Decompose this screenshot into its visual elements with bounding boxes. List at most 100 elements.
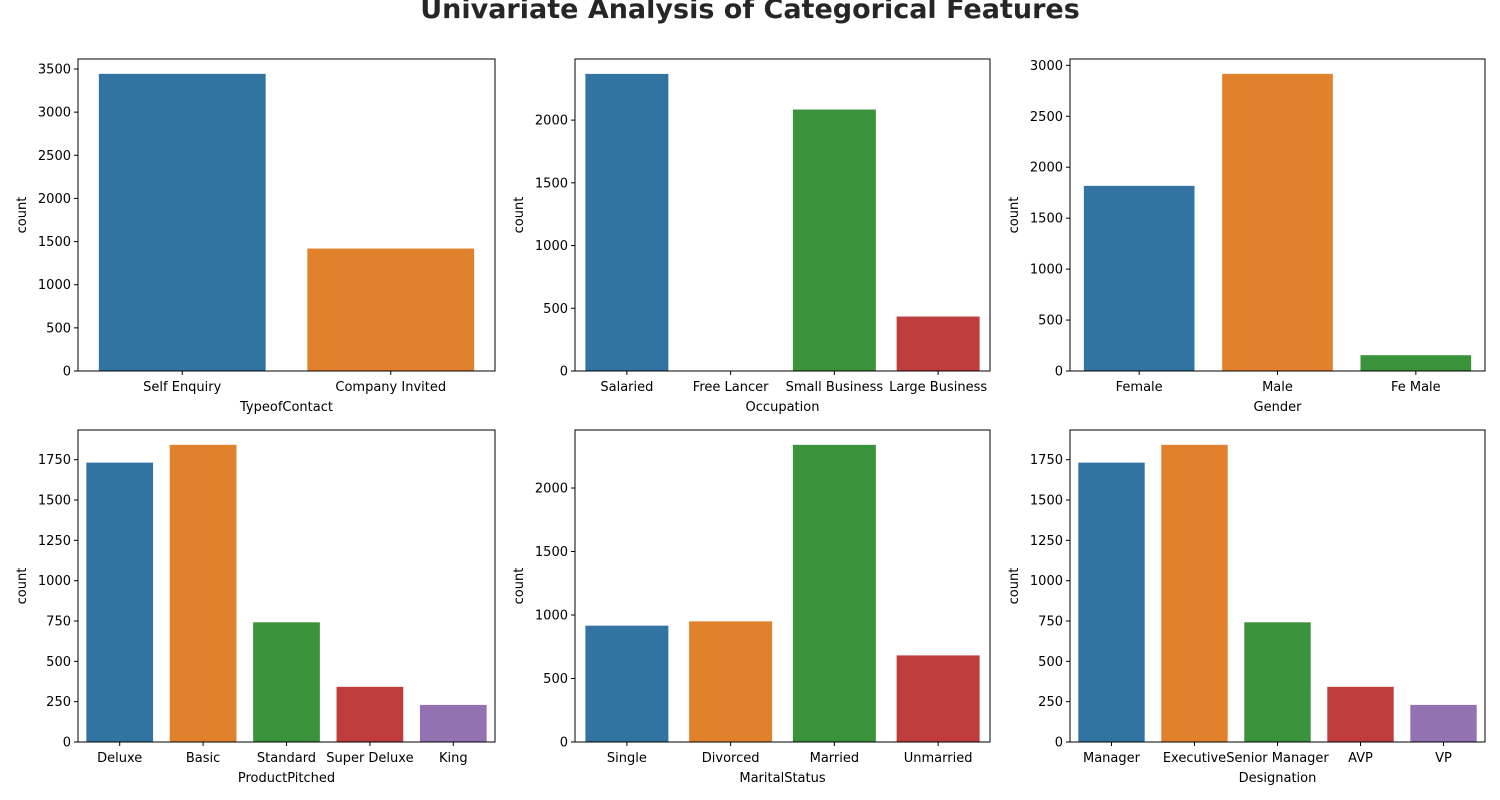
subplot-gender: 0 500 1000 1500 2000 2500 3000 Female Male Fe Mal… [1007,58,1486,415]
bar-super-deluxe [336,686,404,742]
y-tick-label: 2000 [38,192,71,207]
x-axis-label: Occupation [746,400,820,415]
y-tick-label: 1000 [535,239,568,254]
x-tick-label: VP [1435,751,1452,766]
y-tick-label: 0 [63,365,71,380]
y-axis-label: count [15,568,30,605]
y-tick-label: 1000 [38,278,71,293]
bar-single [585,625,669,742]
bar-vp [1410,704,1477,742]
y-tick-label: 250 [46,695,71,710]
subplot-occupation: 0 500 1000 1500 2000 Salaried Free Lancer Small… [512,58,991,415]
y-tick-label: 1500 [535,545,568,560]
x-tick-label: Manager [1083,751,1141,766]
bar-salaried [585,73,669,371]
bar-male [1222,73,1333,371]
y-tick-label: 1000 [38,574,71,589]
y-tick-label: 1500 [38,494,71,509]
x-tick-label: Small Business [786,380,884,395]
bar-king [419,704,487,742]
bar-large-business [896,316,980,371]
x-tick-label: Deluxe [97,751,142,766]
bar-company-invited [307,248,475,371]
x-tick-label: Self Enquiry [143,380,221,395]
y-tick-label: 3000 [1030,59,1063,74]
y-axis-label: count [15,197,30,234]
x-axis-label: Designation [1239,771,1317,786]
y-axis-label: count [512,197,527,234]
subplot-maritalstatus: 0 500 1000 1500 2000 Single Divorced Married Unm… [512,429,991,786]
y-tick-label: 500 [46,321,71,336]
y-tick-label: 2000 [535,482,568,497]
y-tick-label: 1500 [1030,212,1063,227]
y-tick-label: 1000 [535,609,568,624]
y-tick-label: 1500 [1030,494,1063,509]
bar-executive [1161,444,1228,742]
y-tick-label: 500 [543,672,568,687]
y-tick-label: 500 [1038,314,1063,329]
x-axis-label: MaritalStatus [739,771,825,786]
bar-basic [169,444,237,742]
bar-fe-male [1360,355,1472,371]
figure-title: Univariate Analysis of Categorical Featu… [420,0,1080,25]
y-tick-label: 1250 [38,534,71,549]
y-tick-label: 1500 [38,235,71,250]
subplot-designation: 0 250 500 750 1000 1250 1500 1750 Manager Executi… [1007,429,1486,786]
x-tick-label: Free Lancer [693,380,769,395]
bar-senior-manager [1244,622,1311,742]
x-tick-label: Unmarried [904,751,973,766]
y-tick-label: 1000 [1030,263,1063,278]
bar-standard [253,622,320,742]
bar-divorced [689,621,773,742]
bar-avp [1327,686,1394,742]
y-tick-label: 0 [560,365,568,380]
y-axis-label: count [1007,568,1022,605]
bar-manager [1078,462,1145,742]
y-tick-label: 750 [46,615,71,630]
y-tick-label: 0 [1055,736,1063,751]
subplot-typeofcontact: 0 500 1000 1500 2000 2500 3000 3500 Self Enquiry… [15,58,496,415]
x-tick-label: Senior Manager [1226,751,1329,766]
y-tick-label: 3000 [38,106,71,121]
y-axis-label: count [1007,197,1022,234]
y-tick-label: 2500 [1030,110,1063,125]
x-tick-label: Divorced [702,751,760,766]
x-tick-label: Super Deluxe [326,751,413,766]
x-tick-label: Large Business [889,380,987,395]
y-tick-label: 500 [46,655,71,670]
y-tick-label: 500 [1038,655,1063,670]
y-tick-label: 2000 [1030,161,1063,176]
y-tick-label: 1250 [1030,534,1063,549]
y-tick-label: 2500 [38,149,71,164]
y-tick-label: 250 [1038,695,1063,710]
x-tick-label: Fe Male [1391,380,1441,395]
y-tick-label: 0 [1055,365,1063,380]
x-tick-label: Executive [1163,751,1226,766]
axes-frame [77,58,496,372]
y-tick-label: 1500 [535,176,568,191]
y-tick-label: 1750 [1030,453,1063,468]
x-tick-label: Male [1262,380,1293,395]
axes-frame [574,58,991,372]
y-tick-label: 2000 [535,114,568,129]
y-tick-label: 0 [560,736,568,751]
x-tick-label: Company Invited [335,380,446,395]
x-tick-label: King [439,751,468,766]
x-axis-label: Gender [1254,400,1303,415]
bar-unmarried [896,655,980,742]
x-tick-label: Single [607,751,647,766]
y-tick-label: 750 [1038,615,1063,630]
x-tick-label: Standard [257,751,316,766]
bar-self-enquiry [98,73,266,372]
bar-deluxe [86,462,154,742]
x-axis-label: ProductPitched [238,771,335,786]
x-tick-label: Basic [186,751,220,766]
bar-small-business [792,109,876,371]
x-tick-label: AVP [1348,751,1373,766]
x-axis-label: TypeofContact [239,400,333,415]
y-tick-label: 3500 [38,63,71,78]
y-tick-label: 500 [543,302,568,317]
subplot-productpitched: 0 250 500 750 1000 1250 1500 1750 Deluxe Basic Sta… [15,429,496,786]
